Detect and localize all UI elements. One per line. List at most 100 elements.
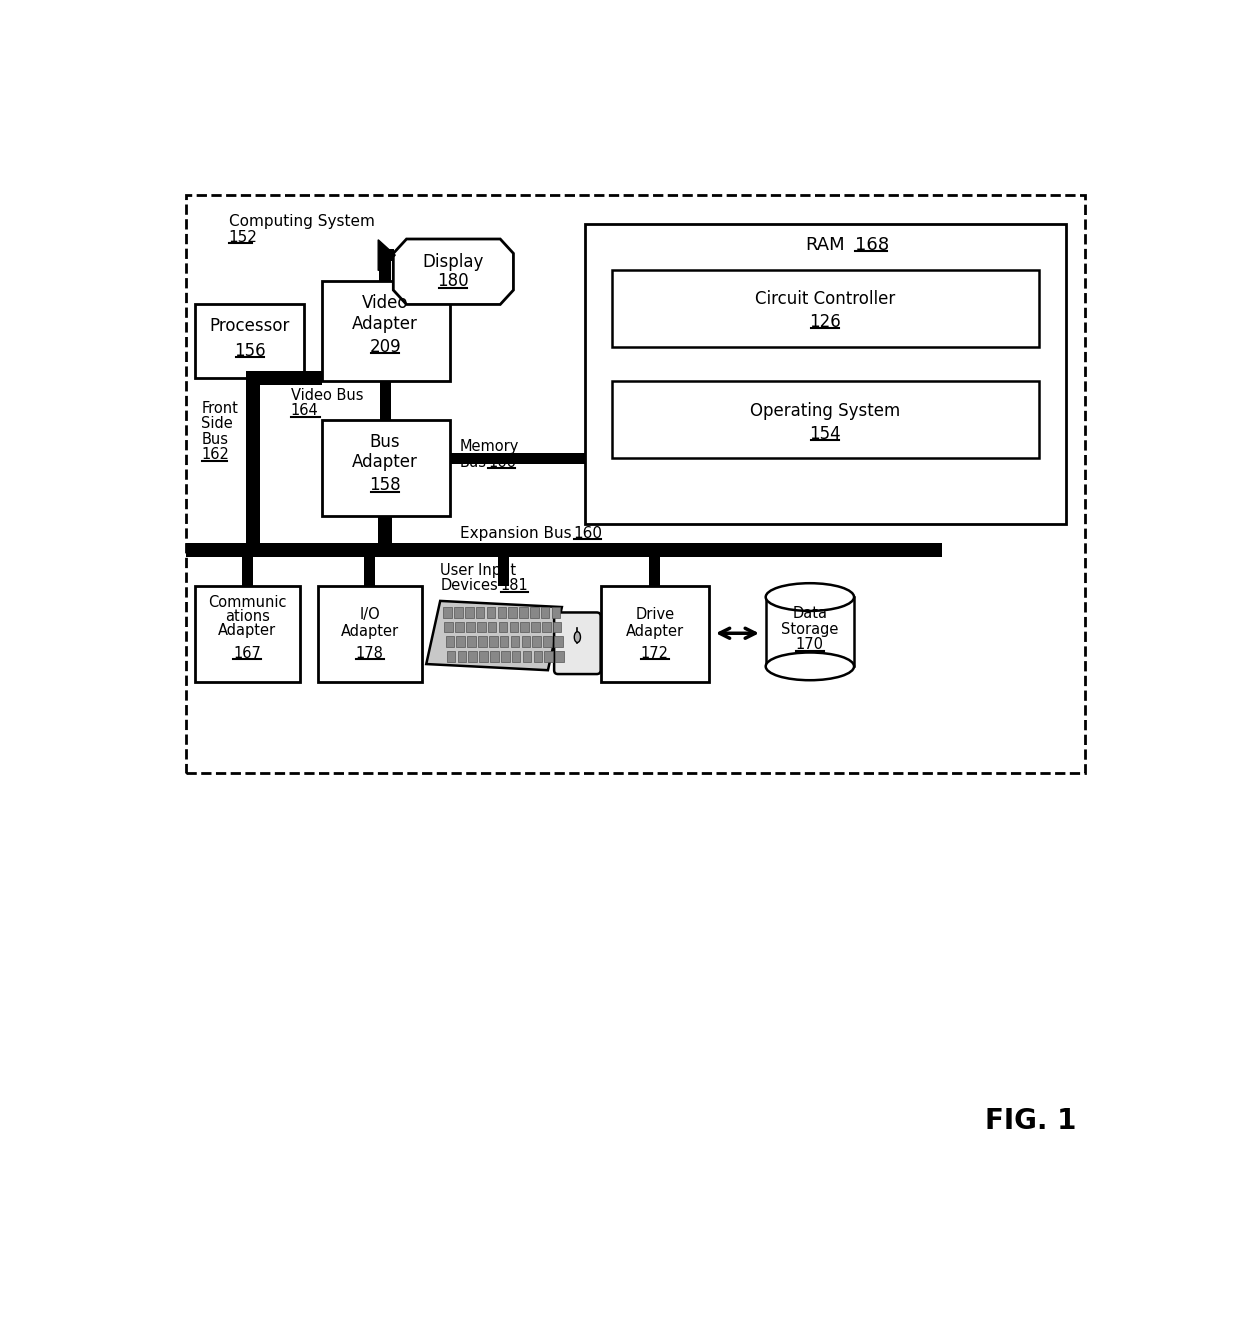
Polygon shape (458, 651, 466, 662)
Polygon shape (445, 637, 454, 647)
Text: Video: Video (362, 294, 408, 312)
Polygon shape (489, 637, 497, 647)
Polygon shape (467, 637, 476, 647)
Polygon shape (446, 651, 455, 662)
Polygon shape (469, 651, 477, 662)
Text: Expansion Bus: Expansion Bus (460, 526, 572, 542)
Bar (186, 543, 941, 558)
Polygon shape (552, 608, 560, 618)
Bar (186, 195, 1085, 772)
Bar (613, 270, 1039, 347)
Polygon shape (454, 608, 463, 618)
Polygon shape (490, 651, 498, 662)
Ellipse shape (766, 652, 854, 680)
Text: 168: 168 (854, 236, 889, 254)
Bar (449, 453, 585, 464)
Text: 166: 166 (489, 455, 516, 469)
Bar (600, 585, 709, 681)
Bar (242, 558, 253, 585)
Text: Adapter: Adapter (352, 315, 418, 332)
Polygon shape (541, 608, 549, 618)
Bar (196, 304, 304, 378)
Polygon shape (455, 622, 464, 633)
Text: Adapter: Adapter (218, 622, 277, 638)
Polygon shape (476, 608, 485, 618)
Polygon shape (512, 651, 521, 662)
Text: Front: Front (201, 401, 238, 416)
Text: Processor: Processor (210, 318, 290, 335)
Polygon shape (531, 608, 538, 618)
Polygon shape (533, 651, 542, 662)
Polygon shape (444, 608, 451, 618)
Text: I/O: I/O (360, 608, 379, 622)
Polygon shape (511, 637, 520, 647)
Bar (317, 585, 423, 681)
Polygon shape (508, 608, 517, 618)
Polygon shape (393, 239, 513, 304)
Text: User Input: User Input (440, 563, 516, 577)
Polygon shape (477, 622, 486, 633)
Text: 180: 180 (438, 273, 469, 290)
Polygon shape (531, 622, 539, 633)
Bar (247, 370, 321, 385)
Bar (379, 381, 391, 420)
Text: Adapter: Adapter (352, 453, 418, 472)
Text: 158: 158 (370, 476, 401, 494)
Bar (196, 585, 300, 681)
Bar (378, 517, 392, 543)
Bar (379, 249, 392, 281)
Polygon shape (480, 651, 487, 662)
Text: Storage: Storage (781, 622, 838, 637)
Text: 209: 209 (370, 337, 401, 356)
Polygon shape (479, 637, 486, 647)
Text: 126: 126 (810, 314, 841, 331)
Polygon shape (500, 637, 508, 647)
Polygon shape (532, 637, 541, 647)
Text: 156: 156 (233, 341, 265, 360)
Polygon shape (501, 651, 510, 662)
Bar (365, 558, 374, 585)
Polygon shape (465, 608, 474, 618)
Text: 154: 154 (810, 424, 841, 443)
Text: 170: 170 (796, 638, 823, 652)
Text: Adapter: Adapter (341, 625, 399, 639)
Bar (766, 597, 854, 667)
Text: Bus: Bus (460, 455, 486, 469)
Polygon shape (553, 622, 562, 633)
Text: ations: ations (224, 609, 269, 623)
Polygon shape (487, 622, 496, 633)
Polygon shape (444, 622, 453, 633)
Ellipse shape (766, 583, 854, 612)
FancyBboxPatch shape (554, 613, 600, 673)
Text: 152: 152 (228, 229, 258, 245)
Text: 172: 172 (641, 646, 668, 660)
Polygon shape (523, 651, 531, 662)
Text: Drive: Drive (635, 608, 675, 622)
Polygon shape (466, 622, 475, 633)
Text: Devices: Devices (440, 579, 498, 593)
Text: Bus: Bus (370, 432, 401, 451)
Text: Adapter: Adapter (626, 625, 684, 639)
Text: 164: 164 (290, 403, 319, 418)
Polygon shape (486, 608, 495, 618)
Polygon shape (378, 240, 396, 270)
Polygon shape (427, 601, 562, 671)
Polygon shape (497, 608, 506, 618)
Text: 162: 162 (201, 447, 229, 463)
Text: FIG. 1: FIG. 1 (985, 1107, 1076, 1135)
Bar (321, 420, 449, 517)
Polygon shape (544, 651, 553, 662)
Text: RAM: RAM (806, 236, 846, 254)
Text: 178: 178 (356, 646, 383, 660)
Polygon shape (556, 651, 564, 662)
Text: Operating System: Operating System (750, 402, 900, 419)
Text: Circuit Controller: Circuit Controller (755, 290, 895, 308)
Text: Data: Data (792, 606, 827, 622)
Bar (321, 281, 449, 381)
Text: Bus: Bus (201, 432, 228, 447)
Bar (247, 378, 260, 558)
Ellipse shape (574, 631, 580, 642)
Polygon shape (498, 622, 507, 633)
Bar (585, 224, 1065, 525)
Text: Video Bus: Video Bus (290, 387, 363, 403)
